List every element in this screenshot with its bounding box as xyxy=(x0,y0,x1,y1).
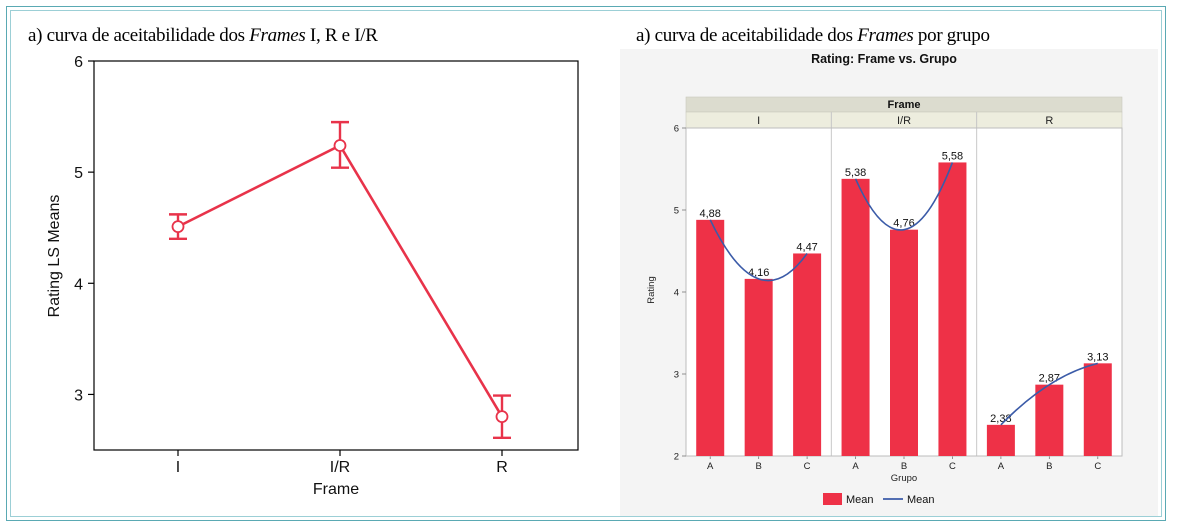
bar xyxy=(1083,363,1112,456)
right-xtick-label: C xyxy=(1094,461,1101,472)
facet-label: I/R xyxy=(897,115,911,127)
bar xyxy=(793,253,822,456)
legend-label-line: Mean xyxy=(907,494,935,506)
bar xyxy=(1035,384,1064,456)
mean-curve xyxy=(709,219,808,282)
bar-data-label: 5,38 xyxy=(845,167,866,179)
bar xyxy=(986,424,1015,456)
bar-data-label: 4,16 xyxy=(748,267,769,279)
right-xtick-label: B xyxy=(755,461,761,472)
bar xyxy=(890,229,918,456)
left-ytick-label: 6 xyxy=(74,54,83,71)
right-xtick-label: A xyxy=(852,461,859,472)
left-point xyxy=(495,410,509,424)
right-xtick-label: B xyxy=(901,461,907,472)
right-ytick-label: 2 xyxy=(674,452,679,463)
left-point xyxy=(171,220,185,234)
bar-data-label: 4,47 xyxy=(796,241,817,253)
right-panel-title: a) curva de aceitabilidade dos Frames po… xyxy=(636,25,990,47)
left-panel-title: a) curva de aceitabilidade dos Frames I,… xyxy=(28,25,378,47)
left-ylabel: Rating LS Means xyxy=(46,195,63,318)
left-title-post: I, R e I/R xyxy=(305,25,378,46)
right-title-em: Frames xyxy=(857,25,914,46)
right-ytick-label: 4 xyxy=(674,288,679,299)
bar xyxy=(696,219,725,456)
left-ytick-label: 4 xyxy=(74,276,83,293)
ls-means-chart: 3 4 5 6 I I/R R Frame Rating LS Means xyxy=(46,54,579,498)
right-xtick-label: B xyxy=(1046,461,1052,472)
bar-data-label: 3,13 xyxy=(1087,351,1108,363)
bar-data-label: 2,87 xyxy=(1039,373,1060,385)
right-ytick-label: 6 xyxy=(674,124,679,135)
bar-data-label: 4,76 xyxy=(893,218,914,230)
bar xyxy=(938,162,967,456)
right-xtick-label: C xyxy=(949,461,956,472)
facet-label: I xyxy=(757,115,760,127)
figure-frame xyxy=(6,6,1166,521)
left-point xyxy=(333,139,347,152)
left-xlabel: Frame xyxy=(313,481,359,498)
legend-label-bar: Mean xyxy=(846,494,874,506)
left-xtick-label: I xyxy=(176,459,180,476)
bar xyxy=(744,278,773,456)
left-xtick-label: R xyxy=(496,459,508,476)
right-xtick-label: A xyxy=(998,461,1005,472)
bar xyxy=(841,178,870,456)
mean-curve xyxy=(1000,362,1098,426)
left-title-em: Frames xyxy=(249,25,306,46)
right-title-post: por grupo xyxy=(913,25,990,46)
left-title-pre: a) curva de aceitabilidade dos xyxy=(28,25,250,46)
right-xtick-label: A xyxy=(707,461,714,472)
mean-curve xyxy=(854,162,954,231)
right-chart-title: Rating: Frame vs. Grupo xyxy=(811,52,957,66)
right-ytick-label: 3 xyxy=(674,370,679,381)
left-ytick-label: 5 xyxy=(74,165,83,182)
bar-data-label: 2,38 xyxy=(990,413,1011,425)
left-ytick-label: 3 xyxy=(74,387,83,404)
bar-data-label: 4,88 xyxy=(700,208,721,220)
right-ytick-label: 5 xyxy=(674,206,679,217)
bar-data-label: 5,58 xyxy=(942,150,963,162)
right-ylabel: Rating xyxy=(646,276,657,303)
legend-swatch-bar xyxy=(823,493,842,505)
left-plot-frame xyxy=(93,60,579,451)
right-title-pre: a) curva de aceitabilidade dos xyxy=(636,25,858,46)
left-xtick-label: I/R xyxy=(330,459,350,476)
right-xtick-label: C xyxy=(804,461,811,472)
facet-label: R xyxy=(1045,115,1053,127)
facet-header-label: Frame xyxy=(887,99,920,111)
right-xlabel: Grupo xyxy=(891,473,917,484)
